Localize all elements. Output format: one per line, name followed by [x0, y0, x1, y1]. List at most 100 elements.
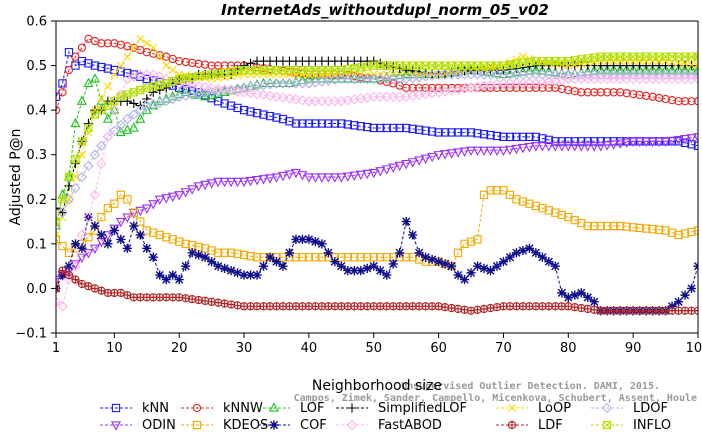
chart-title: InternetAds_withoutdupl_norm_05_v02: [221, 1, 549, 19]
cof-point: [498, 257, 509, 267]
ldf-point: [440, 303, 450, 312]
cof-point: [382, 270, 392, 280]
lof-point: [692, 64, 698, 74]
inflo-point: [693, 52, 698, 61]
cof-point: [271, 257, 282, 267]
cof-point: [524, 243, 534, 253]
knn-point: [298, 119, 307, 128]
cof-point: [667, 301, 677, 311]
knnw-point: [499, 83, 508, 93]
fastabod-point: [187, 80, 198, 91]
lof-point: [102, 113, 113, 123]
knnw-point: [505, 83, 515, 93]
knnw-point: [194, 59, 203, 68]
kdeos-point: [226, 248, 236, 257]
inflo-point: [71, 155, 80, 164]
series-kdeos: [56, 186, 698, 271]
knn-point: [440, 128, 450, 137]
cof-point: [96, 230, 106, 240]
series-ldof: [56, 69, 698, 232]
knnw-point: [402, 83, 411, 93]
odin-point: [180, 188, 191, 198]
knn-point: [389, 123, 398, 133]
odin-point: [70, 260, 81, 270]
lof-point: [355, 73, 366, 83]
loop-point: [136, 34, 145, 43]
lof-point: [368, 73, 379, 83]
ldof-point: [122, 113, 133, 125]
odin-point: [498, 146, 509, 157]
kdeos-point: [693, 226, 698, 235]
odin-point: [641, 137, 652, 148]
odin-point: [102, 231, 113, 241]
odin-point: [297, 171, 308, 181]
kdeos-point: [505, 190, 515, 199]
cof-point: [446, 261, 457, 271]
cof-point: [414, 248, 424, 258]
odin-point: [271, 173, 282, 183]
odin-point: [252, 176, 263, 186]
knn-point: [343, 120, 352, 129]
lof-point: [524, 65, 535, 75]
cof-point: [544, 257, 554, 267]
cof-point: [317, 239, 327, 249]
knn-point: [337, 119, 346, 128]
kdeos-point: [291, 253, 301, 262]
kdeos-point: [518, 197, 528, 206]
kdeos-point: [350, 253, 359, 262]
cof-point: [103, 239, 113, 249]
odin-point: [615, 139, 626, 149]
knn-point: [687, 140, 696, 149]
cof-point: [492, 261, 502, 271]
odin-point: [167, 192, 178, 203]
lof-point: [608, 64, 619, 74]
lof-point: [530, 64, 541, 74]
x-tick-label: 40: [301, 341, 318, 356]
loop-point: [97, 94, 106, 103]
legend-swatch-marker: [508, 404, 516, 412]
legend-item-inflo: INFLO: [591, 418, 671, 433]
knn-point: [64, 48, 74, 57]
legend-label: COF: [300, 418, 327, 433]
fastabod-point: [57, 301, 68, 312]
knnw-point: [557, 84, 566, 94]
knnw-point: [531, 83, 541, 93]
lof-point: [180, 86, 191, 96]
knn-point: [693, 141, 698, 150]
series-ldf: [56, 266, 698, 315]
knn-point: [71, 61, 80, 70]
lof-point: [667, 64, 678, 74]
odin-point: [459, 147, 470, 157]
knn-point: [531, 132, 541, 142]
x-tick-label: 80: [560, 341, 577, 356]
kdeos-point: [538, 204, 547, 213]
knnw-point: [661, 94, 670, 104]
odin-point: [122, 213, 133, 223]
knn-point: [181, 85, 190, 94]
cof-point: [245, 270, 256, 280]
odin-point: [141, 204, 152, 214]
cof-point: [116, 234, 126, 244]
lof-point: [342, 73, 353, 83]
series-group: [56, 34, 698, 316]
odin-point: [239, 177, 250, 188]
knn-point: [239, 105, 249, 115]
x-tick-label: 50: [365, 341, 382, 356]
knn-point: [447, 128, 456, 137]
kdeos-point: [356, 253, 365, 262]
odin-point: [654, 137, 665, 148]
legend-label: ODIN: [142, 418, 176, 433]
odin-point: [537, 142, 548, 152]
knn-point: [453, 128, 463, 137]
kdeos-point: [654, 225, 664, 234]
knnw-point: [544, 83, 553, 93]
cof-point: [122, 243, 132, 253]
knnw-point: [635, 90, 644, 100]
odin-point: [608, 140, 619, 150]
kdeos-point: [544, 206, 553, 215]
cof-point: [550, 261, 560, 271]
odin-point: [342, 172, 353, 182]
knnw-point: [622, 89, 631, 98]
odin-point: [582, 142, 593, 152]
lof-point: [109, 104, 120, 114]
